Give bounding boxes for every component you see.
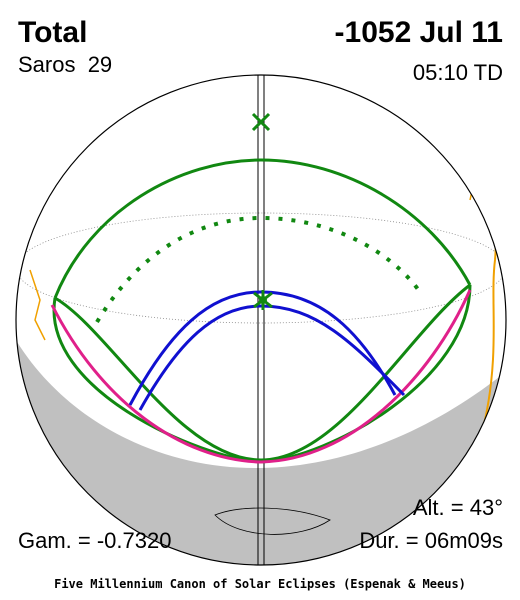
gamma: Gam. = -0.7320 — [18, 528, 171, 553]
time: 05:10 TD — [413, 60, 503, 85]
eclipse-type: Total — [18, 16, 87, 49]
greatest-eclipse-dot — [259, 296, 267, 304]
central-path-south — [138, 304, 406, 411]
saros: Saros 29 — [18, 52, 112, 77]
southern-limit — [50, 289, 472, 464]
eclipse-date: -1052 Jul 11 — [335, 16, 503, 49]
duration: Dur. = 06m09s — [359, 528, 503, 553]
globe-outline — [15, 74, 507, 566]
antarctica — [214, 507, 331, 535]
coastline — [29, 269, 46, 341]
altitude: Alt. = 43° — [413, 495, 503, 520]
limit-curve — [54, 283, 471, 462]
central-path-north — [128, 290, 397, 406]
footer: Five Millennium Canon of Solar Eclipses … — [54, 577, 466, 591]
greatest-point-marker — [251, 112, 271, 132]
northern-limit — [53, 158, 472, 299]
